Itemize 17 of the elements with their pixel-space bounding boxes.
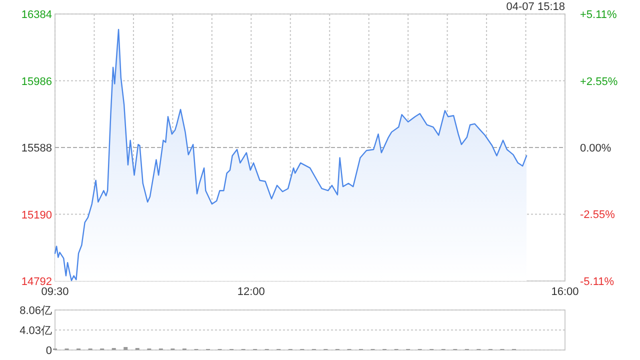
y-tick-label: 15986 <box>21 76 52 88</box>
y-tick-label: 8.06亿 <box>20 305 52 317</box>
y2-tick-label: -2.55% <box>580 209 616 222</box>
y-tick-label: 4.03亿 <box>20 325 52 337</box>
y-tick-label: 16384 <box>21 9 52 21</box>
y-tick-label: 0 <box>46 345 52 357</box>
text: 04-07 15:18 <box>506 1 565 13</box>
y2-tick-label: +2.55% <box>580 76 618 88</box>
y-tick-label: 15190 <box>21 209 52 222</box>
y-tick-label: 15588 <box>21 142 52 154</box>
x-tick-label: 16:00 <box>551 286 579 298</box>
x-tick-label: 12:00 <box>237 286 265 298</box>
y-tick-label: 14792 <box>21 276 52 288</box>
y2-tick-label: +5.11% <box>580 9 618 21</box>
y2-tick-label: -5.11% <box>580 276 614 288</box>
y2-tick-label: 0.00% <box>580 142 612 154</box>
x-tick-label: 09:30 <box>41 286 69 298</box>
